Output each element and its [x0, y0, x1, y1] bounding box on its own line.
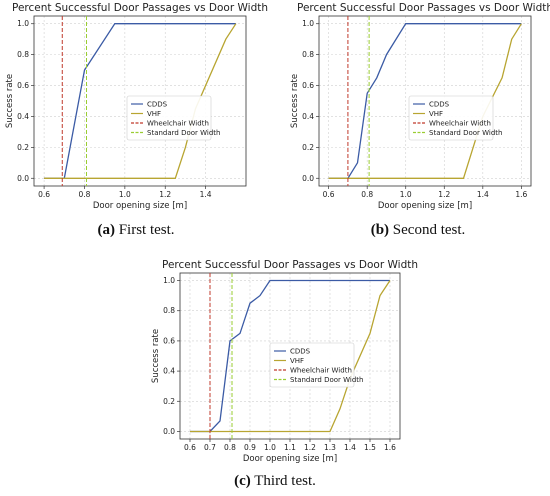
x-tick-label: 0.9 [244, 443, 256, 452]
x-tick-label: 1.1 [284, 443, 296, 452]
x-axis-label: Door opening size [m] [243, 454, 337, 464]
x-tick-label: 1.4 [344, 443, 356, 452]
y-axis-label: Success rate [5, 74, 15, 128]
caption-b-text: Second test. [392, 222, 466, 238]
y-tick-label: 0.8 [17, 50, 29, 59]
x-tick-label: 0.6 [323, 190, 335, 199]
x-tick-label: 1.6 [515, 190, 527, 199]
x-tick-label: 1.6 [384, 443, 396, 452]
y-tick-label: 0.0 [17, 174, 29, 183]
legend-label: Standard Door Width [290, 376, 363, 384]
chart-a-svg: Percent Successful Door Passages vs Door… [5, 2, 268, 211]
x-tick-label: 0.8 [79, 190, 91, 199]
x-tick-label: 1.2 [438, 190, 450, 199]
x-tick-label: 0.6 [38, 190, 50, 199]
x-tick-label: 0.6 [184, 443, 196, 452]
legend-box [408, 95, 494, 141]
y-tick-label: 0.0 [163, 427, 175, 436]
caption-c: (c) Third test. [175, 473, 375, 490]
legend-label: VHF [147, 110, 161, 118]
plot-frame [318, 15, 532, 187]
caption-c-label: (c) [234, 473, 251, 489]
legend-label: CDDS [429, 101, 450, 109]
chart-panel-c: Percent Successful Door Passages vs Door… [140, 257, 418, 467]
x-tick-label: 0.8 [224, 443, 236, 452]
chart-title: Percent Successful Door Passages vs Door… [297, 2, 550, 14]
legend-label: VHF [429, 110, 443, 118]
y-tick-label: 0.6 [17, 81, 29, 90]
legend-label: VHF [290, 357, 304, 365]
y-tick-label: 1.0 [17, 19, 29, 28]
chart-panel-a: Percent Successful Door Passages vs Door… [0, 0, 268, 215]
legend-label: CDDS [147, 101, 168, 109]
legend-box [126, 95, 212, 141]
x-tick-label: 1.0 [119, 190, 131, 199]
plot-frame [33, 15, 247, 187]
chart-title: Percent Successful Door Passages vs Door… [12, 2, 268, 14]
legend-label: Standard Door Width [147, 129, 220, 137]
caption-a-label: (a) [97, 222, 115, 238]
y-tick-label: 0.8 [302, 50, 314, 59]
chart-b-svg: Percent Successful Door Passages vs Door… [290, 2, 550, 211]
caption-a-text: First test. [118, 222, 175, 238]
chart-title: Percent Successful Door Passages vs Door… [162, 259, 418, 271]
y-axis-label: Success rate [290, 74, 300, 128]
x-axis-label: Door opening size [m] [378, 201, 472, 211]
series-line-cdds [328, 23, 522, 179]
y-tick-label: 0.4 [302, 112, 314, 121]
y-axis-label: Success rate [151, 329, 161, 383]
legend-label: Standard Door Width [429, 129, 502, 137]
legend-label: Wheelchair Width [147, 120, 209, 128]
x-axis-label: Door opening size [m] [93, 201, 187, 211]
series-line-cdds [190, 279, 390, 433]
caption-b-label: (b) [370, 222, 390, 238]
x-tick-label: 1.2 [304, 443, 316, 452]
x-tick-label: 1.0 [400, 190, 412, 199]
x-tick-label: 1.4 [477, 190, 489, 199]
y-tick-label: 0.4 [163, 367, 175, 376]
x-tick-label: 1.0 [264, 443, 276, 452]
legend-box [269, 342, 355, 388]
y-tick-label: 0.2 [163, 397, 175, 406]
x-tick-label: 1.5 [364, 443, 376, 452]
legend-label: Wheelchair Width [290, 367, 352, 375]
y-tick-label: 0.8 [163, 306, 175, 315]
caption-a: (a) First test. [36, 222, 236, 239]
y-tick-label: 0.2 [302, 143, 314, 152]
y-tick-label: 0.6 [163, 336, 175, 345]
x-tick-label: 0.7 [204, 443, 216, 452]
chart-panel-b: Percent Successful Door Passages vs Door… [285, 0, 550, 215]
x-tick-label: 0.8 [361, 190, 373, 199]
y-tick-label: 0.4 [17, 112, 29, 121]
y-tick-label: 0.6 [302, 81, 314, 90]
chart-c-svg: Percent Successful Door Passages vs Door… [151, 259, 418, 464]
x-tick-label: 1.4 [200, 190, 212, 199]
caption-b: (b) Second test. [318, 222, 518, 239]
x-tick-label: 1.2 [159, 190, 171, 199]
caption-c-text: Third test. [254, 473, 316, 489]
y-tick-label: 0.0 [302, 174, 314, 183]
y-tick-label: 0.2 [17, 143, 29, 152]
y-tick-label: 1.0 [302, 19, 314, 28]
y-tick-label: 1.0 [163, 276, 175, 285]
legend-label: Wheelchair Width [429, 120, 491, 128]
x-tick-label: 1.3 [324, 443, 336, 452]
legend-label: CDDS [290, 348, 311, 356]
